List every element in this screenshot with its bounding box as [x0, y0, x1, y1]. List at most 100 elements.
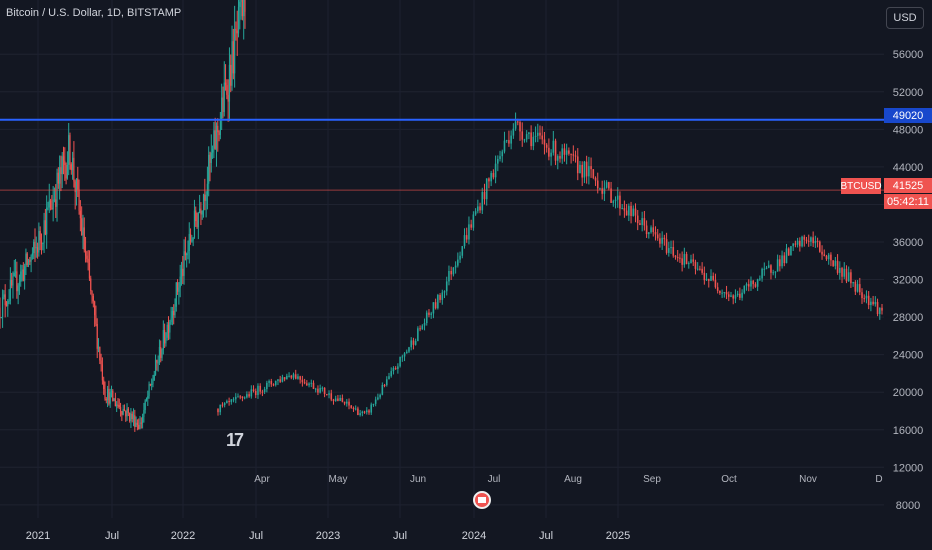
- inset-candle: [514, 121, 517, 129]
- us-flag-icon[interactable]: [473, 491, 491, 509]
- background-candle: [223, 82, 225, 112]
- background-candle: [235, 28, 237, 31]
- inset-candle: [772, 272, 774, 274]
- inset-candle: [825, 255, 828, 260]
- time-axis[interactable]: 2021 Jul 2022 Jul 2023 Jul 2024 Jul 2025: [26, 530, 630, 542]
- background-candle: [152, 380, 154, 384]
- background-candle: [184, 251, 186, 256]
- inset-candle: [854, 282, 857, 292]
- background-candle: [108, 388, 110, 404]
- background-candle: [77, 178, 79, 190]
- y-tick-label: 36000: [893, 237, 924, 249]
- background-candle: [70, 164, 72, 171]
- inset-candle: [832, 260, 834, 266]
- background-candle: [219, 119, 221, 136]
- inset-candle: [608, 182, 610, 189]
- inset-candle: [301, 379, 304, 383]
- background-candle: [228, 64, 231, 102]
- inset-candle: [561, 148, 564, 159]
- inset-candle: [299, 376, 301, 380]
- inset-candle: [765, 267, 768, 269]
- background-candle: [65, 165, 67, 179]
- inset-candle: [616, 195, 619, 200]
- inset-candle: [419, 328, 421, 330]
- inset-candle: [477, 206, 479, 212]
- background-candle: [34, 241, 36, 248]
- inset-candle: [559, 156, 561, 159]
- inset-candle: [223, 403, 226, 406]
- inner-x-tick-label: Sep: [643, 474, 661, 485]
- inset-candle: [314, 388, 317, 390]
- inset-candle: [246, 394, 248, 398]
- background-candle: [21, 269, 23, 272]
- inset-candle: [674, 255, 677, 258]
- background-candle: [119, 407, 122, 412]
- background-candle: [143, 410, 145, 417]
- inset-candle: [326, 394, 328, 396]
- background-candle: [205, 194, 207, 201]
- inset-candle: [501, 151, 504, 157]
- inset-candle: [643, 218, 646, 226]
- inset-candle: [319, 388, 321, 393]
- inset-candle: [636, 215, 639, 224]
- background-candle: [118, 405, 120, 408]
- background-candle: [158, 347, 161, 363]
- background-candle: [79, 210, 81, 219]
- inset-candle: [432, 302, 435, 314]
- background-candle: [83, 227, 85, 251]
- inset-candle: [672, 247, 675, 256]
- inset-candle: [288, 375, 290, 377]
- inset-candle: [519, 122, 521, 132]
- inset-candle: [839, 268, 841, 273]
- inset-candle: [874, 302, 877, 305]
- inset-candle: [612, 201, 615, 203]
- background-candle: [187, 250, 189, 254]
- inset-candle: [421, 325, 424, 330]
- inset-candle: [632, 208, 635, 216]
- background-candle: [27, 260, 30, 265]
- background-candle: [201, 210, 203, 215]
- time-axis-inner: Apr May Jun Jul Aug Sep Oct Nov D: [254, 474, 882, 485]
- x-tick-label: Jul: [105, 530, 119, 542]
- inset-candle: [583, 161, 586, 178]
- background-candle: [66, 164, 69, 179]
- background-candle: [87, 258, 89, 264]
- inset-candle: [250, 389, 253, 397]
- background-candle: [230, 64, 232, 86]
- background-candle: [123, 408, 126, 411]
- background-candle: [59, 167, 61, 184]
- inset-candle: [457, 259, 459, 266]
- currency-button[interactable]: USD: [886, 7, 924, 29]
- inset-candle: [747, 284, 750, 287]
- inset-candle: [488, 178, 490, 182]
- inset-candle: [774, 271, 777, 273]
- background-candle: [62, 156, 65, 161]
- candles: [0, 0, 883, 432]
- background-candle: [244, 0, 246, 12]
- background-candle: [169, 322, 171, 333]
- background-candle: [171, 310, 174, 319]
- background-candle: [25, 253, 27, 267]
- background-candle: [234, 28, 236, 74]
- background-candle: [199, 208, 201, 214]
- background-candle: [0, 307, 1, 318]
- inset-candle: [357, 408, 359, 416]
- inset-candle: [685, 254, 688, 264]
- tradingview-logo-icon[interactable]: 17: [226, 430, 244, 450]
- background-candle: [236, 30, 238, 34]
- y-tick-label: 28000: [893, 312, 924, 324]
- background-candle: [132, 415, 135, 420]
- inset-candle: [401, 356, 404, 358]
- inset-candle: [648, 232, 650, 235]
- inset-candle: [479, 206, 481, 211]
- background-candle: [157, 362, 159, 364]
- background-candle: [160, 347, 162, 358]
- background-candle: [105, 399, 107, 401]
- inset-candle: [274, 380, 277, 385]
- inset-candle: [317, 388, 319, 393]
- background-candle: [106, 388, 109, 401]
- inset-candle: [306, 383, 308, 386]
- inset-candle: [779, 259, 781, 267]
- inset-candle: [634, 208, 637, 216]
